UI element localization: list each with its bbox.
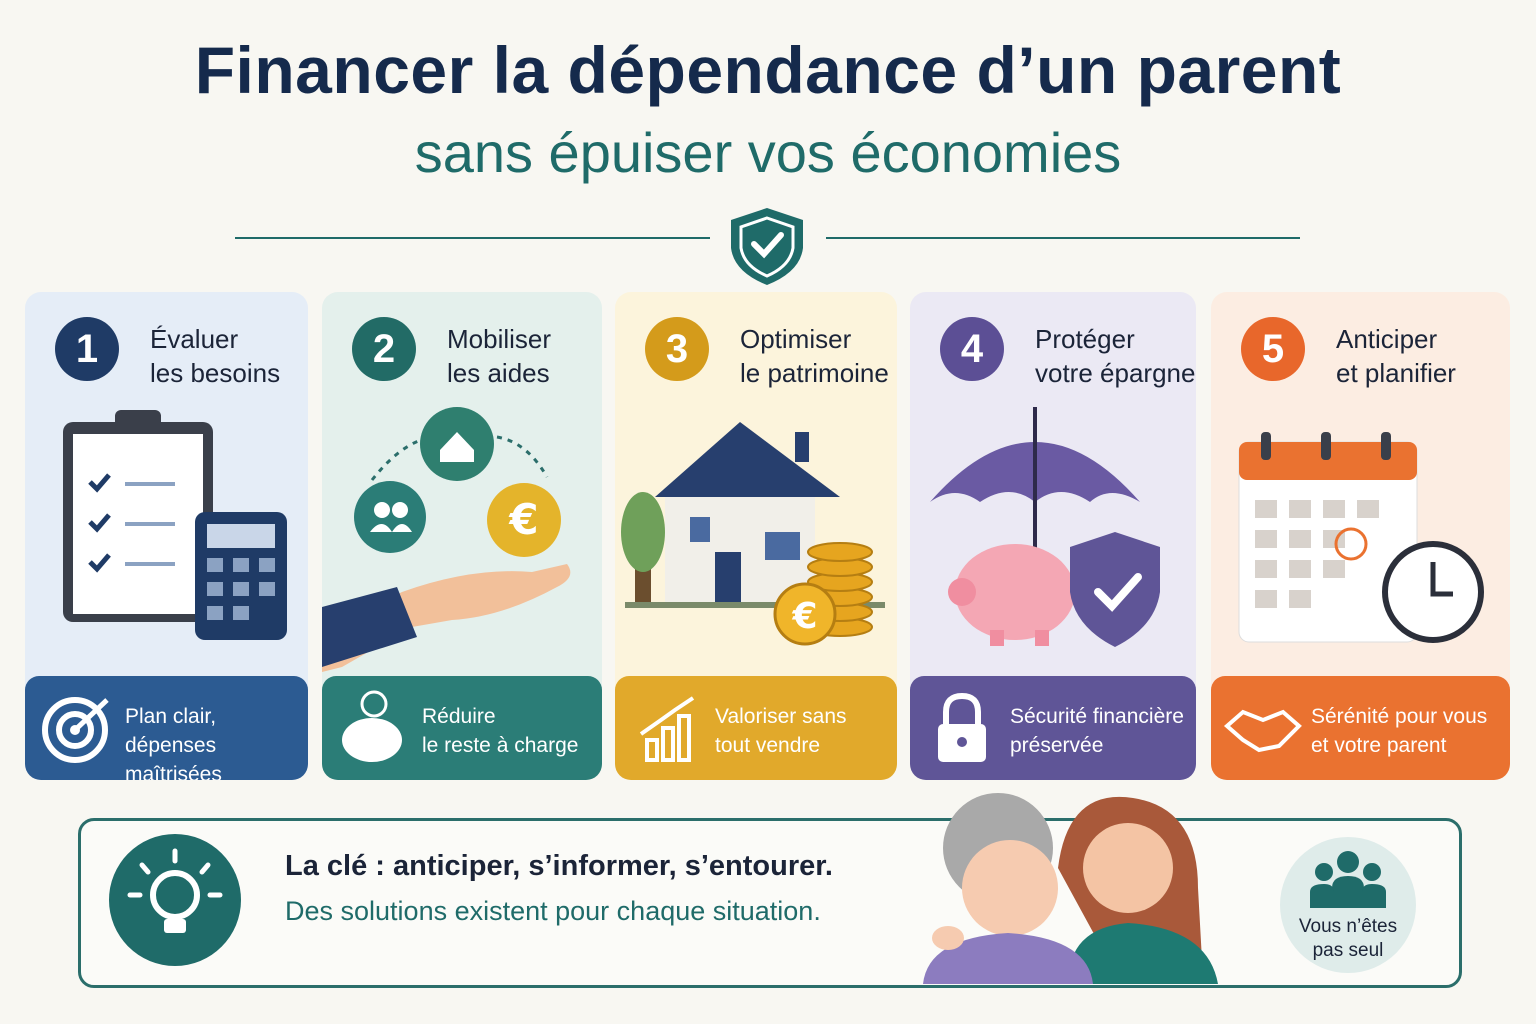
step-title-line: et planifier [1336,358,1456,388]
benefit-line: Plan clair, [125,705,217,728]
subtitle: sans épuiser vos économies [414,121,1122,184]
step-title: Optimiser le patrimoine [740,322,889,390]
step-illustration: € [615,402,897,657]
step-benefit: Sécurité financière préservée [910,676,1196,780]
step-card: 2 Mobiliser les aides € Réduire le reste à ch… [322,292,602,780]
step-number: 4 [940,317,1004,381]
step-title: Protéger votre épargne [1035,322,1195,390]
step-number: 3 [645,317,709,381]
title: Financer la dépendance d’un parent [194,33,1342,107]
step-illustration [910,402,1196,657]
benefit-line: Valoriser sans [715,705,847,728]
benefit-icon [334,690,414,771]
benefit-text: Réduire le reste à charge [422,702,578,760]
benefit-text: Plan clair, dépenses maîtrisées [125,702,308,780]
step-title: Évaluer les besoins [150,322,280,390]
step-title-line: Protéger [1035,324,1135,354]
step-card: 3 Optimiser le patrimoine € Valoriser sans to… [615,292,897,780]
benefit-icon [1223,690,1303,771]
svg-text:€: € [791,596,817,637]
benefit-text: Sérénité pour vous et votre parent [1311,702,1487,760]
bulb-icon [109,834,241,966]
step-title-line: les aides [447,358,550,388]
step-title-line: Anticiper [1336,324,1438,354]
step-benefit: Valoriser sans tout vendre [615,676,897,780]
benefit-line: Sérénité pour vous [1311,705,1488,728]
step-number: 1 [55,317,119,381]
benefit-line: Réduire [422,705,496,728]
key-text: Des solutions existent pour chaque situa… [285,896,821,926]
benefit-text: Valoriser sans tout vendre [715,702,847,760]
step-title-line: Évaluer [150,324,239,354]
benefit-line: dépenses maîtrisées [125,734,222,780]
benefit-line: préservée [1010,734,1104,757]
benefit-line: et votre parent [1311,734,1447,757]
step-number: 2 [352,317,416,381]
step-title-line: Mobiliser [447,324,552,354]
step-title-line: Optimiser [740,324,852,354]
step-benefit: Plan clair, dépenses maîtrisées [25,676,308,780]
step-illustration [25,402,308,657]
svg-text:€: € [508,495,538,544]
step-illustration: € [322,402,602,677]
divider [235,208,1300,285]
step-title-line: les besoins [150,358,281,388]
step-benefit: Réduire le reste à charge [322,676,602,780]
benefit-icon [922,690,1002,771]
key-headline: La clé : anticiper, s’informer, s’entour… [285,850,833,882]
step-title-line: votre épargne [1035,358,1196,388]
step-title: Mobiliser les aides [447,322,551,390]
key-box [78,818,1462,988]
step-number: 5 [1241,317,1305,381]
benefit-line: tout vendre [715,734,821,757]
benefit-icon [627,690,707,771]
step-card: 4 Protéger votre épargne Sécurité financièr… [910,292,1196,780]
step-card: 5 Anticiper et planifier Sérénité pour vous… [1211,292,1510,780]
step-card: 1 Évaluer les besoins Plan clair, dépenses m… [25,292,308,780]
badge-text: pas seul [1312,940,1384,961]
step-title: Anticiper et planifier [1336,322,1456,390]
benefit-icon [37,690,117,771]
step-title-line: le patrimoine [740,358,889,388]
badge-text: Vous n’êtes [1298,916,1398,937]
benefit-line: Sécurité financière [1010,705,1184,728]
group-icon [1310,851,1386,908]
step-illustration [1211,402,1510,657]
people-illustration [923,793,1218,984]
benefit-text: Sécurité financière préservée [1010,702,1184,760]
benefit-line: le reste à charge [422,734,579,757]
step-benefit: Sérénité pour vous et votre parent [1211,676,1510,780]
